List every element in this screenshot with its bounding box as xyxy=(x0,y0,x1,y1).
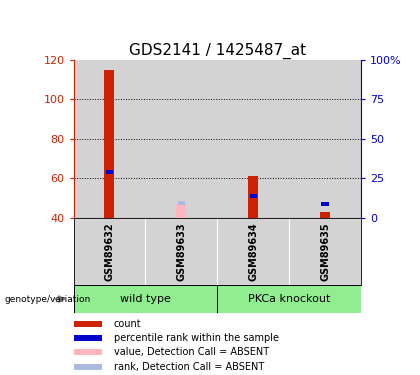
Bar xyxy=(218,285,361,313)
Bar xyxy=(74,349,102,355)
Bar xyxy=(249,194,257,198)
Bar xyxy=(248,176,258,218)
Text: GSM89632: GSM89632 xyxy=(105,222,115,280)
Text: GSM89634: GSM89634 xyxy=(248,222,258,280)
Bar xyxy=(106,170,113,174)
Text: PKCa knockout: PKCa knockout xyxy=(248,294,331,304)
Text: rank, Detection Call = ABSENT: rank, Detection Call = ABSENT xyxy=(114,362,264,372)
Text: GSM89633: GSM89633 xyxy=(176,222,186,280)
Text: count: count xyxy=(114,319,142,329)
Bar xyxy=(178,201,185,205)
Bar xyxy=(74,335,102,341)
Bar xyxy=(176,204,186,218)
Bar xyxy=(320,211,330,217)
Text: wild type: wild type xyxy=(120,294,171,304)
Text: value, Detection Call = ABSENT: value, Detection Call = ABSENT xyxy=(114,347,269,357)
Text: genotype/variation: genotype/variation xyxy=(4,295,90,304)
Text: percentile rank within the sample: percentile rank within the sample xyxy=(114,333,279,344)
Bar xyxy=(74,321,102,327)
Bar xyxy=(105,70,115,217)
Bar xyxy=(321,202,329,206)
Bar xyxy=(74,364,102,370)
Text: GSM89635: GSM89635 xyxy=(320,222,330,280)
Bar xyxy=(74,285,218,313)
Title: GDS2141 / 1425487_at: GDS2141 / 1425487_at xyxy=(129,42,306,58)
